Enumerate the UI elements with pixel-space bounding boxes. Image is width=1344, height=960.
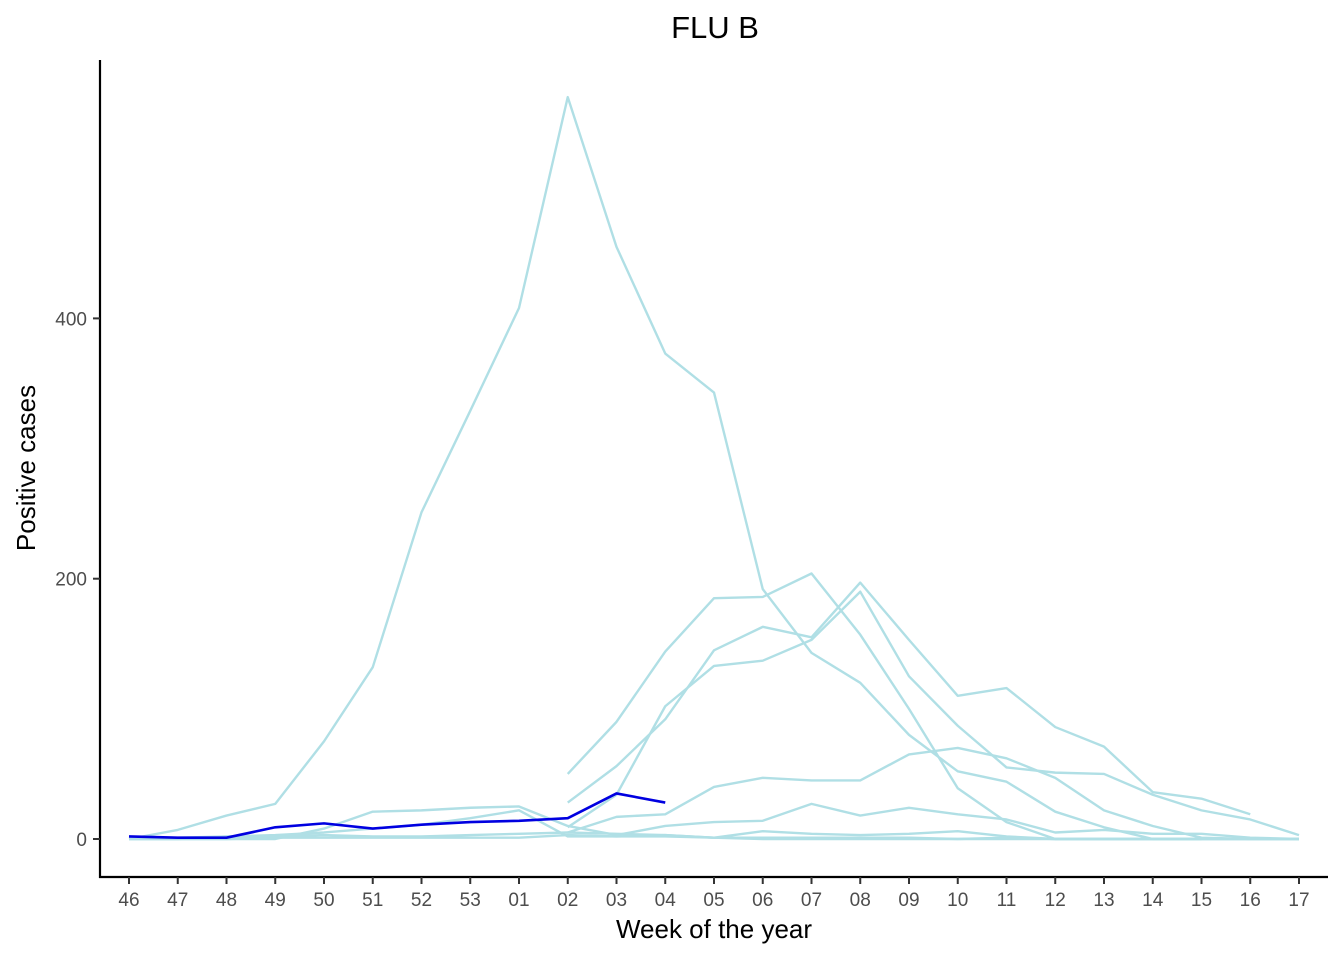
series-line-4 (567, 590, 1300, 837)
x-tick-label: 46 (118, 890, 139, 911)
series-line-current (128, 792, 666, 839)
x-tick-label: 09 (898, 890, 919, 911)
x-tick-label: 17 (1288, 890, 1309, 911)
axes: 0 200 400 46 47 48 49 50 51 52 53 01 02 03 04 05 06 07 08 0… (55, 60, 1328, 911)
y-axis-title: Positive cases (11, 385, 41, 551)
series-line-5 (567, 746, 1299, 841)
series-line-6 (129, 802, 1300, 841)
x-tick-label: 15 (1191, 890, 1212, 911)
plot-lines (128, 95, 1300, 841)
x-tick-label: 05 (703, 890, 724, 911)
x-tick-label: 07 (801, 890, 822, 911)
series-line-9 (129, 833, 1299, 841)
x-tick-label: 01 (508, 890, 529, 911)
x-tick-label: 12 (1045, 890, 1066, 911)
x-tick-label: 47 (167, 890, 188, 911)
x-tick-label: 48 (216, 890, 237, 911)
y-tick-label: 200 (55, 570, 87, 591)
x-tick-label: 04 (655, 890, 677, 911)
y-tick-label: 400 (55, 309, 87, 330)
x-tick-label: 53 (460, 890, 481, 911)
x-tick-label: 50 (313, 890, 334, 911)
x-tick-label: 03 (606, 890, 627, 911)
x-tick-label: 06 (752, 890, 773, 911)
series-line-3 (567, 581, 1251, 816)
chart-title: FLU B (671, 10, 759, 45)
x-tick-label: 49 (265, 890, 286, 911)
x-tick-label: 14 (1142, 890, 1164, 911)
x-tick-label: 11 (997, 890, 1017, 911)
series-line-1 (128, 95, 1202, 841)
x-tick-label: 16 (1240, 890, 1261, 911)
x-tick-label: 51 (362, 890, 383, 911)
x-tick-label: 10 (947, 890, 968, 911)
y-tick-label: 0 (76, 830, 87, 851)
x-tick-label: 13 (1093, 890, 1114, 911)
x-axis-title: Week of the year (616, 914, 812, 944)
x-tick-label: 08 (850, 890, 871, 911)
x-tick-label: 52 (411, 890, 432, 911)
series-line-2 (566, 572, 1202, 841)
x-tick-label: 02 (557, 890, 578, 911)
